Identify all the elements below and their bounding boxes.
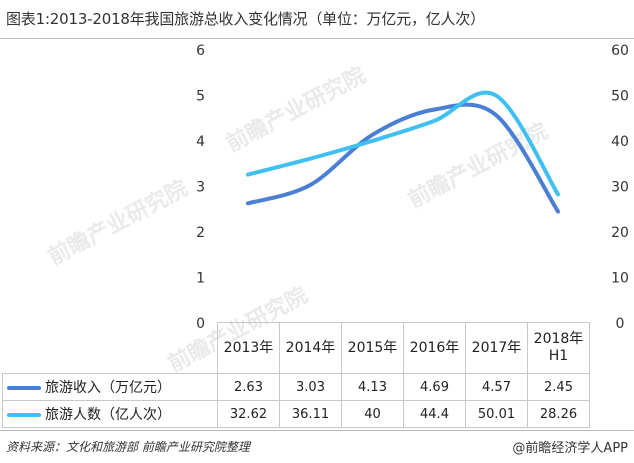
data-table: 2013年 2014年 2015年 2016年 2017年 2018年 H1 旅游… xyxy=(2,322,590,428)
left-tick-label: 3 xyxy=(196,180,205,196)
series-line-revenue xyxy=(246,102,560,214)
right-tick-label: 20 xyxy=(611,225,629,241)
table-cell: 36.11 xyxy=(279,400,342,428)
left-tick-label: 1 xyxy=(196,271,205,287)
column-header-label: 2018年 H1 xyxy=(533,331,584,364)
table-row-revenue: 旅游收入（万亿元） 2.63 3.03 4.13 4.69 4.57 2.45 xyxy=(2,373,590,401)
right-axis: 0 10 20 30 40 50 60 xyxy=(611,43,629,330)
right-tick-label: 10 xyxy=(611,271,629,287)
table-cell: 50.01 xyxy=(465,400,528,428)
right-tick-label: 50 xyxy=(611,89,629,105)
legend-swatch-visitors xyxy=(7,413,41,417)
table-cell: 44.4 xyxy=(403,400,466,428)
right-tick-label: 60 xyxy=(611,43,629,59)
legend-label: 旅游人数（亿人次） xyxy=(45,407,171,423)
column-header: 2016年 xyxy=(403,322,466,374)
table-row-visitors: 旅游人数（亿人次） 32.62 36.11 40 44.4 50.01 28.2… xyxy=(2,400,590,428)
line-chart: 0 1 2 3 4 5 6 0 10 20 30 40 50 60 xyxy=(196,43,629,330)
table-cell: 2.45 xyxy=(527,373,590,401)
table-header-row: 2013年 2014年 2015年 2016年 2017年 2018年 H1 xyxy=(2,322,590,374)
right-tick-label: 40 xyxy=(611,134,629,150)
left-tick-label: 6 xyxy=(196,43,205,59)
title-divider xyxy=(0,38,634,39)
legend-visitors: 旅游人数（亿人次） xyxy=(2,400,218,428)
series-layer xyxy=(246,90,560,214)
column-header: 2014年 xyxy=(279,322,342,374)
source-note: 资料来源：文化和旅游部 前瞻产业研究院整理 xyxy=(6,440,250,454)
left-tick-label: 4 xyxy=(196,134,205,150)
table-cell: 28.26 xyxy=(527,400,590,428)
column-header: 2013年 xyxy=(217,322,280,374)
left-tick-label: 2 xyxy=(196,225,205,241)
legend-swatch-revenue xyxy=(7,386,41,390)
footer-divider xyxy=(0,430,634,431)
table-cell: 40 xyxy=(341,400,404,428)
column-header: 2015年 xyxy=(341,322,404,374)
brand-credit: @前瞻经济学人APP xyxy=(512,441,628,456)
table-cell: 4.57 xyxy=(465,373,528,401)
right-tick-label: 30 xyxy=(611,180,629,196)
table-cell: 2.63 xyxy=(217,373,280,401)
table-cell: 4.69 xyxy=(403,373,466,401)
table-cell: 4.13 xyxy=(341,373,404,401)
table-cell: 3.03 xyxy=(279,373,342,401)
table-cell: 32.62 xyxy=(217,400,280,428)
column-header: 2017年 xyxy=(465,322,528,374)
right-tick-label: 0 xyxy=(616,316,625,330)
series-line-visitors xyxy=(246,90,560,197)
table-corner xyxy=(2,322,218,374)
column-header-2018h1: 2018年 H1 xyxy=(527,322,590,374)
chart-title: 图表1:2013-2018年我国旅游总收入变化情况（单位：万亿元，亿人次） xyxy=(6,10,485,28)
legend-revenue: 旅游收入（万亿元） xyxy=(2,373,218,401)
left-tick-label: 5 xyxy=(196,89,205,105)
legend-label: 旅游收入（万亿元） xyxy=(45,380,171,396)
